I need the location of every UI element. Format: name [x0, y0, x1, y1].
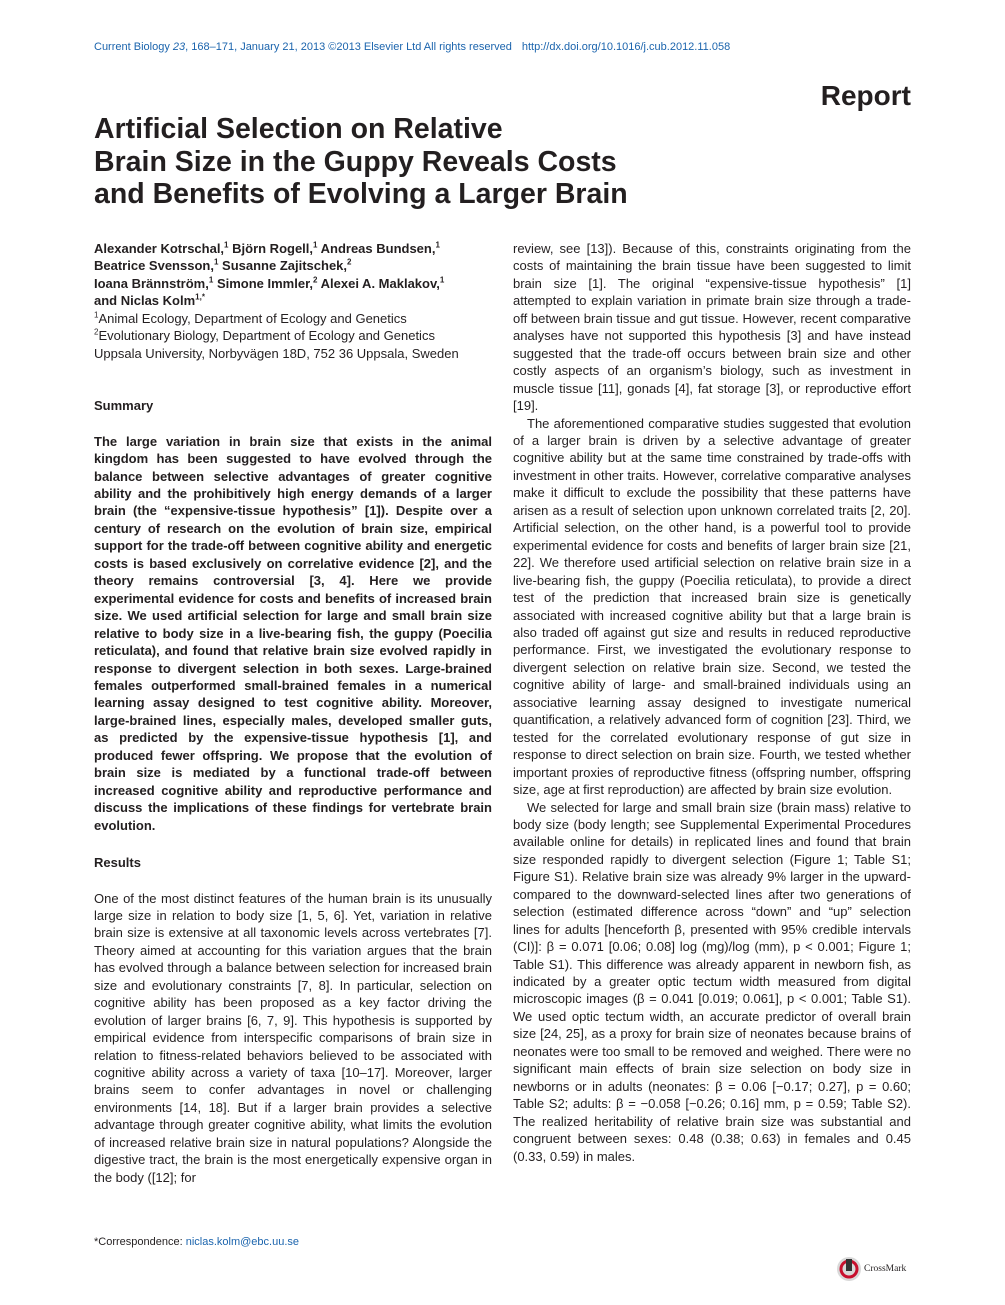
title-line: Artificial Selection on Relative — [94, 113, 503, 145]
crossmark-label: CrossMark — [864, 1264, 907, 1274]
author-affiliation-mark: 1 — [213, 258, 219, 268]
article-type: Report — [820, 80, 911, 111]
author-name: Alexei A. Maklakov, — [320, 275, 440, 291]
author-name: Beatrice Svensson, — [94, 258, 214, 274]
pub-info: , 168–171, January 21, 2013 ©2013 Elsevi… — [185, 41, 512, 53]
affiliations: 1Animal Ecology, Department of Ecology a… — [94, 310, 492, 362]
author-line: Beatrice Svensson,1 Susanne Zajitschek,2 — [94, 257, 492, 274]
affiliation-mark: 1 — [94, 310, 99, 320]
running-header: Current Biology 23, 168–171, January 21,… — [94, 41, 730, 53]
author-affiliation-mark: 1 — [435, 240, 440, 250]
section-heading: Summary — [94, 398, 154, 414]
author-name: Andreas Bundsen, — [320, 241, 436, 256]
author-name: Alexander Kotrschal, — [94, 241, 225, 256]
affiliation-text: Animal Ecology, Department of Ecology an… — [98, 310, 407, 326]
author-line: and Niclas Kolm1,* — [94, 292, 492, 309]
title-line: Brain Size in the Guppy Reveals Costs — [94, 145, 617, 178]
author-affiliation-mark: 2 — [313, 275, 318, 285]
summary: The large variation in brain size that e… — [94, 433, 492, 833]
correspondence: *Correspondence: niclas.kolm@ebc.uu.se — [94, 1236, 299, 1248]
affiliation: Uppsala University, Norbyvägen 18D, 752 … — [94, 345, 492, 362]
paragraph: review, see [13]). Because of this, cons… — [513, 241, 911, 414]
author-line: Alexander Kotrschal,1 Björn Rogell,1 And… — [94, 240, 492, 257]
author-name: Björn Rogell, — [232, 241, 314, 256]
crossmark-icon — [837, 1257, 861, 1281]
author-name: Ioana Brännström, — [94, 275, 209, 291]
author-affiliation-mark: 1 — [224, 240, 229, 250]
affiliation: 1Animal Ecology, Department of Ecology a… — [94, 310, 492, 327]
title: Artificial Selection on Relative Brain Si… — [94, 113, 628, 211]
title-line: and Benefits of Evolving a Larger Brain — [94, 178, 628, 210]
correspondence-label: *Correspondence: — [94, 1236, 186, 1248]
affiliation-mark: 2 — [94, 327, 99, 337]
author-name: Susanne Zajitschek, — [222, 258, 348, 274]
author-name: and Niclas Kolm — [94, 293, 196, 309]
email-link[interactable]: niclas.kolm@ebc.uu.se — [185, 1236, 300, 1248]
author-affiliation-mark: 1,* — [195, 293, 205, 303]
section-heading: Results — [94, 855, 141, 871]
affiliation-text: Evolutionary Biology, Department of Ecol… — [98, 328, 435, 344]
affiliation-text: Uppsala University, Norbyvägen 18D, 752 … — [94, 345, 459, 361]
paragraph: The aforementioned comparative studies s… — [513, 415, 911, 798]
author-affiliation-mark: 1 — [208, 275, 214, 285]
author-affiliation-mark: 2 — [347, 258, 352, 268]
volume: 23 — [172, 41, 186, 53]
author-line: Ioana Brännström,1 Simone Immler,2 Alexe… — [94, 275, 492, 292]
author-affiliation-mark: 1 — [313, 240, 318, 250]
journal: Current Biology — [94, 41, 170, 53]
author-name: Simone Immler, — [216, 275, 314, 291]
authors: Alexander Kotrschal,1 Björn Rogell,1 And… — [94, 240, 492, 310]
crossmark[interactable]: CrossMark — [836, 1256, 906, 1282]
doi-link[interactable]: http://dx.doi.org/10.1016/j.cub.2012.11.… — [521, 41, 731, 53]
right-column: review, see [13]). Because of this, cons… — [513, 240, 911, 1260]
paragraph: We selected for large and small brain si… — [513, 799, 911, 1164]
affiliation: 2Evolutionary Biology, Department of Eco… — [94, 327, 492, 344]
author-affiliation-mark: 1 — [439, 275, 445, 285]
left-column: Alexander Kotrschal,1 Björn Rogell,1 And… — [94, 240, 492, 1260]
paragraph: One of the most distinct features of the… — [94, 890, 492, 1185]
